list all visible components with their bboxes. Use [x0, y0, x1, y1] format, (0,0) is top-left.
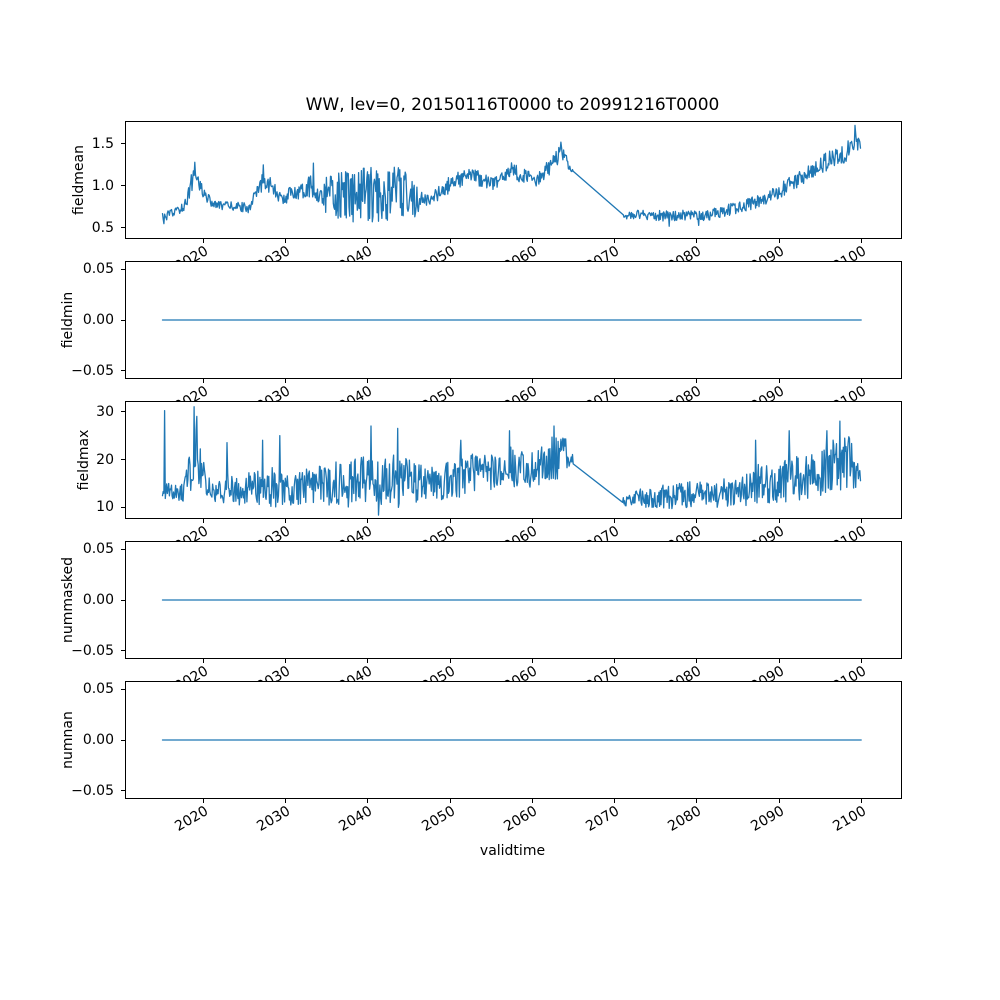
x-tick-mark	[449, 659, 451, 663]
y-tick-mark	[121, 650, 125, 652]
x-tick-mark	[614, 519, 616, 523]
y-tick-label: −0.05	[71, 782, 114, 799]
x-tick-mark	[778, 799, 780, 803]
x-tick-mark	[861, 799, 862, 803]
x-tick-mark	[861, 659, 862, 663]
y-tick-label: 1.0	[91, 177, 114, 194]
subplot-fieldmean: fieldmean 0.5 1.0 1.5 2020 2030 2040 2050 2060 2…	[71, 121, 902, 275]
y-tick-mark	[121, 688, 125, 690]
x-tick-label: 2040	[336, 803, 376, 835]
y-tick-mark	[121, 459, 125, 461]
x-tick-mark	[285, 239, 287, 243]
y-tick-mark	[121, 227, 125, 229]
y-tick-label: 0.5	[91, 219, 114, 236]
y-tick-mark	[121, 143, 125, 145]
y-tick-mark	[121, 411, 125, 413]
x-tick-label: 2030	[254, 803, 294, 835]
x-tick-mark	[531, 379, 533, 383]
y-tick-mark	[121, 599, 125, 601]
series-line	[161, 124, 862, 227]
subplot-fieldmin: fieldmin 0.05 0.00 −0.05 2020 2030 2040 2050 20…	[60, 261, 902, 415]
x-tick-label: 2050	[418, 803, 458, 835]
y-tick-label: 0.05	[82, 541, 114, 558]
subplot-numnan: numnan 0.05 0.00 −0.05 2020 2030 2040 2050 2060…	[60, 681, 902, 835]
x-tick-label: 2070	[583, 803, 623, 835]
x-tick-mark	[367, 659, 369, 663]
x-tick-mark	[614, 379, 616, 383]
x-tick-label: 2100	[830, 803, 869, 835]
x-tick-label: 2080	[665, 803, 705, 835]
y-tick-label: 30	[96, 403, 114, 420]
x-tick-mark	[778, 519, 780, 523]
x-tick-mark	[285, 799, 287, 803]
x-tick-mark	[367, 379, 369, 383]
x-tick-mark	[696, 659, 698, 663]
x-tick-mark	[861, 379, 862, 383]
x-tick-mark	[696, 799, 698, 803]
x-tick-mark	[778, 659, 780, 663]
series-line	[161, 406, 862, 516]
x-tick-label: 2020	[171, 803, 211, 835]
x-tick-mark	[531, 659, 533, 663]
x-tick-mark	[202, 239, 204, 243]
x-tick-mark	[449, 799, 451, 803]
x-tick-mark	[202, 519, 204, 523]
y-tick-label: 0.05	[82, 681, 114, 698]
x-tick-mark	[531, 239, 533, 243]
x-tick-mark	[449, 239, 451, 243]
y-tick-mark	[121, 268, 125, 270]
x-tick-mark	[202, 799, 204, 803]
y-tick-mark	[121, 739, 125, 741]
y-tick-label: 0.00	[82, 732, 114, 748]
x-tick-label: 2090	[747, 803, 787, 835]
series-line	[161, 319, 862, 321]
x-tick-mark	[449, 379, 451, 383]
x-tick-mark	[531, 799, 533, 803]
x-tick-mark	[696, 519, 698, 523]
x-tick-mark	[367, 799, 369, 803]
x-tick-mark	[614, 659, 616, 663]
x-tick-mark	[449, 519, 451, 523]
series-line	[161, 599, 862, 601]
x-tick-mark	[696, 379, 698, 383]
x-tick-mark	[202, 659, 204, 663]
series-line	[161, 739, 862, 741]
x-tick-label: 2060	[501, 803, 540, 835]
y-tick-label: 0.00	[82, 592, 114, 608]
x-tick-mark	[367, 519, 369, 523]
y-tick-mark	[121, 319, 125, 321]
subplot-nummasked: nummasked 0.05 0.00 −0.05 2020 2030 2040 2050 2…	[60, 541, 902, 695]
x-tick-mark	[285, 519, 287, 523]
y-tick-label: 1.5	[91, 135, 114, 152]
x-tick-mark	[285, 659, 287, 663]
y-tick-label: −0.05	[71, 642, 114, 659]
x-tick-mark	[696, 239, 698, 243]
y-tick-label: 10	[96, 499, 114, 516]
x-tick-mark	[861, 519, 862, 523]
x-tick-mark	[861, 239, 862, 243]
y-tick-label: 20	[96, 451, 114, 468]
x-tick-mark	[614, 239, 616, 243]
x-tick-mark	[531, 519, 533, 523]
y-tick-mark	[121, 790, 125, 792]
y-tick-mark	[121, 548, 125, 550]
y-tick-label: 0.05	[82, 261, 114, 278]
x-tick-mark	[285, 379, 287, 383]
y-tick-mark	[121, 185, 125, 187]
x-tick-mark	[367, 239, 369, 243]
y-tick-mark	[121, 370, 125, 372]
x-axis-label: validtime	[479, 843, 546, 859]
x-tick-mark	[778, 379, 780, 383]
subplot-fieldmax: fieldmax 10 20 30 2020 2030 2040 2050 2060 2070 2…	[76, 401, 902, 555]
x-tick-mark	[614, 799, 616, 803]
x-tick-mark	[202, 379, 204, 383]
y-tick-label: 0.00	[82, 312, 114, 328]
x-tick-mark	[778, 239, 780, 243]
y-tick-mark	[121, 506, 125, 508]
figure-title: WW, lev=0, 20150116T0000 to 20991216T000…	[305, 95, 720, 115]
y-tick-label: −0.05	[71, 362, 114, 379]
